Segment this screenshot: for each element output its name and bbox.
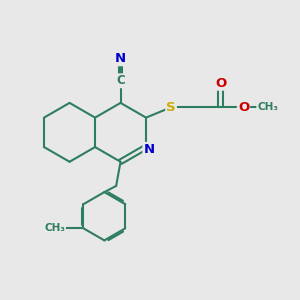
Text: N: N	[115, 52, 126, 65]
Text: C: C	[116, 74, 125, 87]
Text: O: O	[215, 77, 226, 90]
Text: O: O	[238, 101, 249, 114]
Text: S: S	[166, 101, 176, 114]
Text: CH₃: CH₃	[44, 223, 65, 233]
Text: N: N	[143, 143, 155, 156]
Text: CH₃: CH₃	[257, 102, 278, 112]
